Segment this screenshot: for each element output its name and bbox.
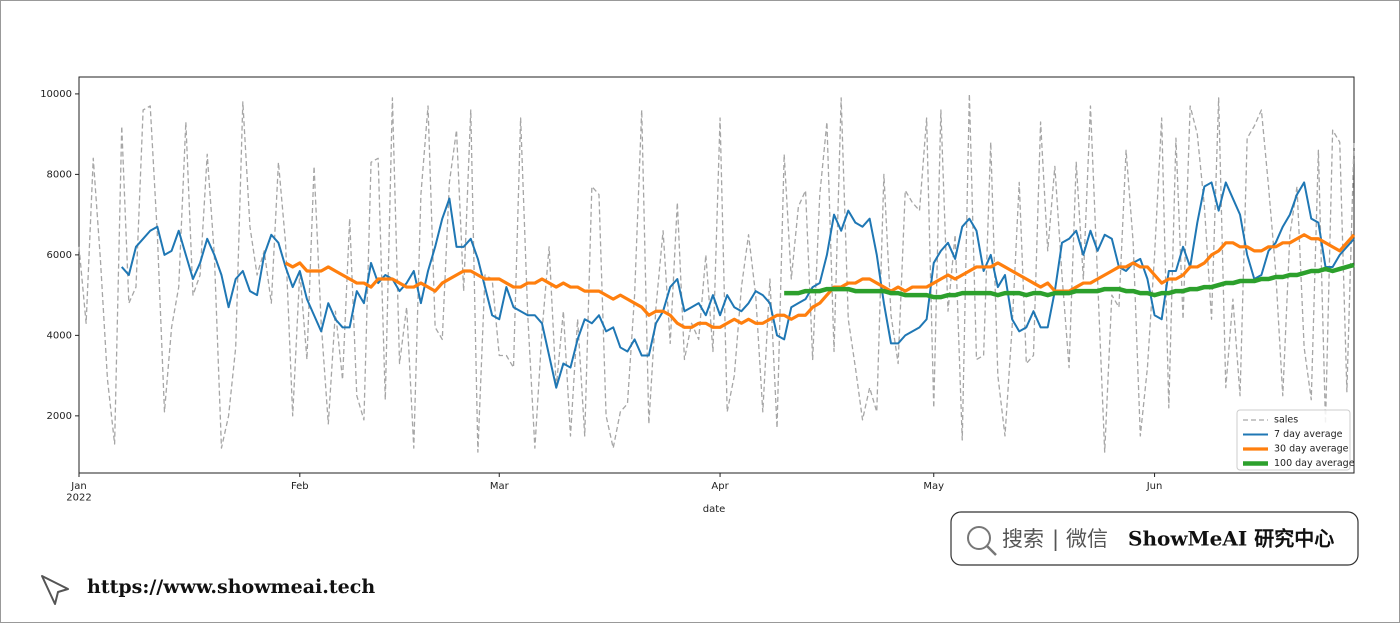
legend-label: sales bbox=[1274, 415, 1298, 426]
watermark: 搜索 | 微信 ShowMeAI 研究中心 bbox=[950, 511, 1359, 566]
y-tick-label: 2000 bbox=[47, 411, 72, 422]
x-tick-label: Feb bbox=[291, 481, 309, 492]
x-tick-label: Jun bbox=[1146, 481, 1163, 492]
cursor-icon bbox=[41, 575, 69, 605]
x-axis-label: date bbox=[703, 504, 726, 515]
y-tick-label: 10000 bbox=[40, 89, 72, 100]
series-line bbox=[284, 233, 1356, 329]
legend-label: 100 day average bbox=[1274, 458, 1355, 469]
y-tick-label: 8000 bbox=[47, 169, 72, 180]
y-tick-label: 4000 bbox=[47, 330, 72, 341]
x-tick-label: Apr bbox=[711, 481, 729, 492]
watermark-box bbox=[950, 511, 1359, 566]
x-tick-label: May bbox=[923, 481, 944, 492]
legend-box bbox=[1236, 409, 1351, 471]
url[interactable]: https://www.showmeai.tech bbox=[87, 576, 375, 598]
legend-label: 30 day average bbox=[1274, 444, 1349, 455]
plot-frame bbox=[78, 76, 1355, 474]
x-tick-label: Mar bbox=[490, 481, 510, 492]
search-text: 搜索 bbox=[1002, 527, 1044, 551]
search-icon bbox=[967, 526, 991, 550]
plot-area: 2000 4000 6000 8000 10000 Jan 2022 Feb Mar Apr May… bbox=[40, 89, 1356, 504]
series-line bbox=[120, 181, 1355, 389]
x-tick-label: Jan 2022 bbox=[66, 481, 91, 504]
series-line bbox=[784, 262, 1355, 300]
legend-label: 7 day average bbox=[1274, 429, 1343, 440]
y-tick-label: 6000 bbox=[47, 250, 72, 261]
brand-text: ShowMeAI 研究中心 bbox=[1128, 527, 1334, 551]
wechat-text: 微信 bbox=[1066, 527, 1108, 551]
search-icon-handle bbox=[986, 545, 997, 556]
separator: | bbox=[1052, 527, 1059, 552]
legend: sales 7 day average 30 day average 100 day … bbox=[1236, 409, 1355, 471]
